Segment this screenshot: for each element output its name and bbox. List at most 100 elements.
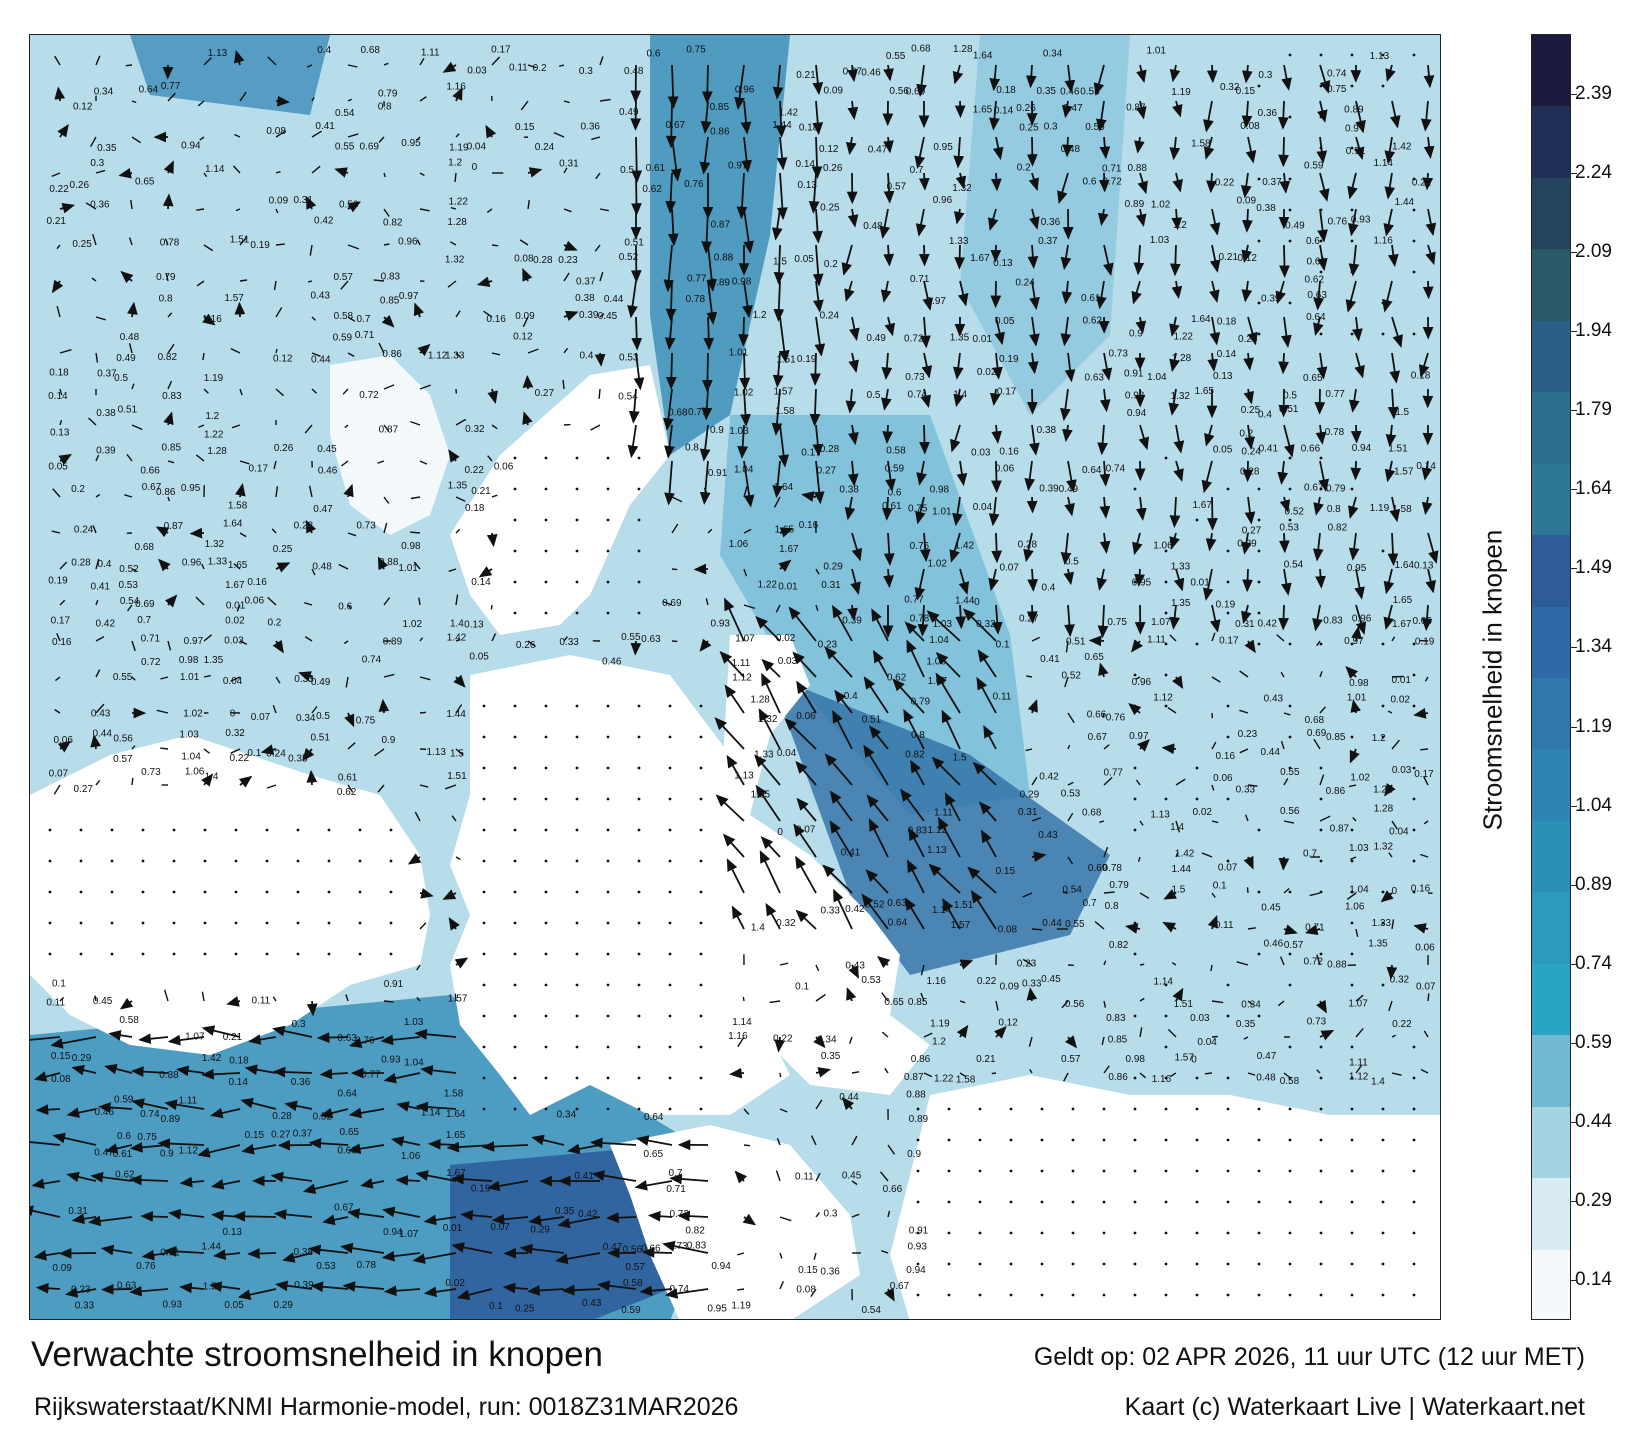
current-arrow [741,136,752,173]
grid-dot [544,1107,548,1111]
colorbar-segment [1532,106,1570,179]
speed-label: 1.28 [953,44,973,55]
speed-label: 1.28 [1374,804,1394,815]
speed-label: 0.52 [619,252,639,263]
current-arrow [104,1063,133,1075]
grid-dot [296,952,300,956]
speed-label: 0.12 [273,354,293,365]
current-arrow [419,208,430,212]
current-arrow [415,1170,457,1182]
grid-dot [1288,983,1292,987]
current-arrow [1389,352,1401,384]
grid-dot [668,797,672,801]
current-arrow [707,528,713,534]
speed-label: 0.77 [361,1070,381,1081]
speed-label: 1.02 [928,558,948,569]
speed-label: 0.4 [580,350,594,361]
current-arrow [919,424,930,455]
current-arrow [201,563,205,570]
speed-label: 0.21 [976,1054,996,1065]
speed-label: 0.67 [1088,732,1108,743]
current-arrow [1423,820,1429,825]
current-arrow [914,136,926,169]
current-arrow [306,1000,318,1017]
speed-label: 0.77 [687,273,707,284]
grid-dot [668,983,672,987]
current-arrow [1211,741,1217,750]
current-arrow [957,280,969,307]
current-arrow [671,523,679,534]
current-arrow [1067,744,1071,750]
current-arrow [419,637,424,642]
current-arrow [915,208,927,237]
current-arrow [520,100,529,111]
speed-label: 0.08 [514,253,534,264]
speed-label: 0.97 [1129,731,1149,742]
current-arrow [203,244,214,252]
current-arrow [595,172,601,180]
current-arrow [1319,671,1323,678]
current-arrow [1209,244,1221,273]
grid-dot [1226,983,1230,987]
speed-label: 0.87 [164,521,184,532]
speed-label: 1.12 [732,672,752,683]
grid-dot [1412,642,1416,646]
current-arrow [195,596,205,606]
speed-label: 0.93 [1351,215,1371,226]
speed-label: 0.6 [1306,236,1320,247]
current-arrow [235,483,246,498]
current-arrow [198,424,205,428]
current-arrow [1278,856,1290,871]
current-arrow [423,1286,457,1298]
grid-dot [110,890,114,894]
current-arrow [815,568,820,575]
current-arrow [920,964,925,976]
current-arrow [743,460,755,508]
current-arrow [1277,1000,1285,1007]
land-large-island [450,655,790,1115]
speed-label: 0.5 [1065,556,1079,567]
speed-label: 0.93 [1125,390,1145,401]
current-arrow [127,301,138,318]
current-arrow [1169,352,1180,373]
speed-label: 1.07 [1348,999,1368,1010]
current-speed-map[interactable]: 0.22 0.21 0.18 0.14 0.13 0.05 0.19 0.17 0.16 0.06… [29,34,1441,1320]
current-arrow [163,160,174,175]
colorbar-tick-label: 0.74 [1575,952,1612,974]
current-arrow [486,532,498,548]
current-arrow [1354,568,1365,600]
grid-dot [606,1045,610,1049]
land-southeast-coast [890,1075,1440,1319]
current-arrow [273,1209,313,1220]
speed-label: 0.96 [398,236,418,247]
speed-label: 0.06 [796,711,816,722]
grid-dot [575,704,579,708]
speed-label: 1.13 [927,845,947,856]
speed-label: 0.5 [620,165,634,176]
current-arrow [1064,1035,1078,1049]
grid-dot [482,704,486,708]
current-arrow [478,566,493,578]
grid-dot [699,859,703,863]
grid-dot [1288,177,1292,181]
grid-dot [1164,1293,1168,1297]
speed-label: 0.98 [179,655,199,666]
grid-dot [668,1107,672,1111]
current-arrow [483,310,493,318]
grid-dot [1319,239,1323,243]
speed-label: 0.02 [977,367,997,378]
model-run-info: Rijkswaterstaat/KNMI Harmonie-model, run… [34,1393,739,1421]
speed-label: 0.01 [226,600,246,611]
current-arrow [983,725,997,750]
current-arrow [1172,675,1184,690]
current-arrow [815,1212,820,1218]
speed-label: 0.23 [558,255,578,266]
current-arrow [1136,64,1147,84]
current-arrow [1413,708,1429,719]
speed-label: 0.61 [113,1149,133,1160]
speed-label: 0.55 [113,672,133,683]
speed-label: 0.71 [141,633,161,644]
grid-dot [1164,580,1168,584]
grid-dot [1381,84,1385,88]
speed-label: 0.49 [1285,221,1305,232]
